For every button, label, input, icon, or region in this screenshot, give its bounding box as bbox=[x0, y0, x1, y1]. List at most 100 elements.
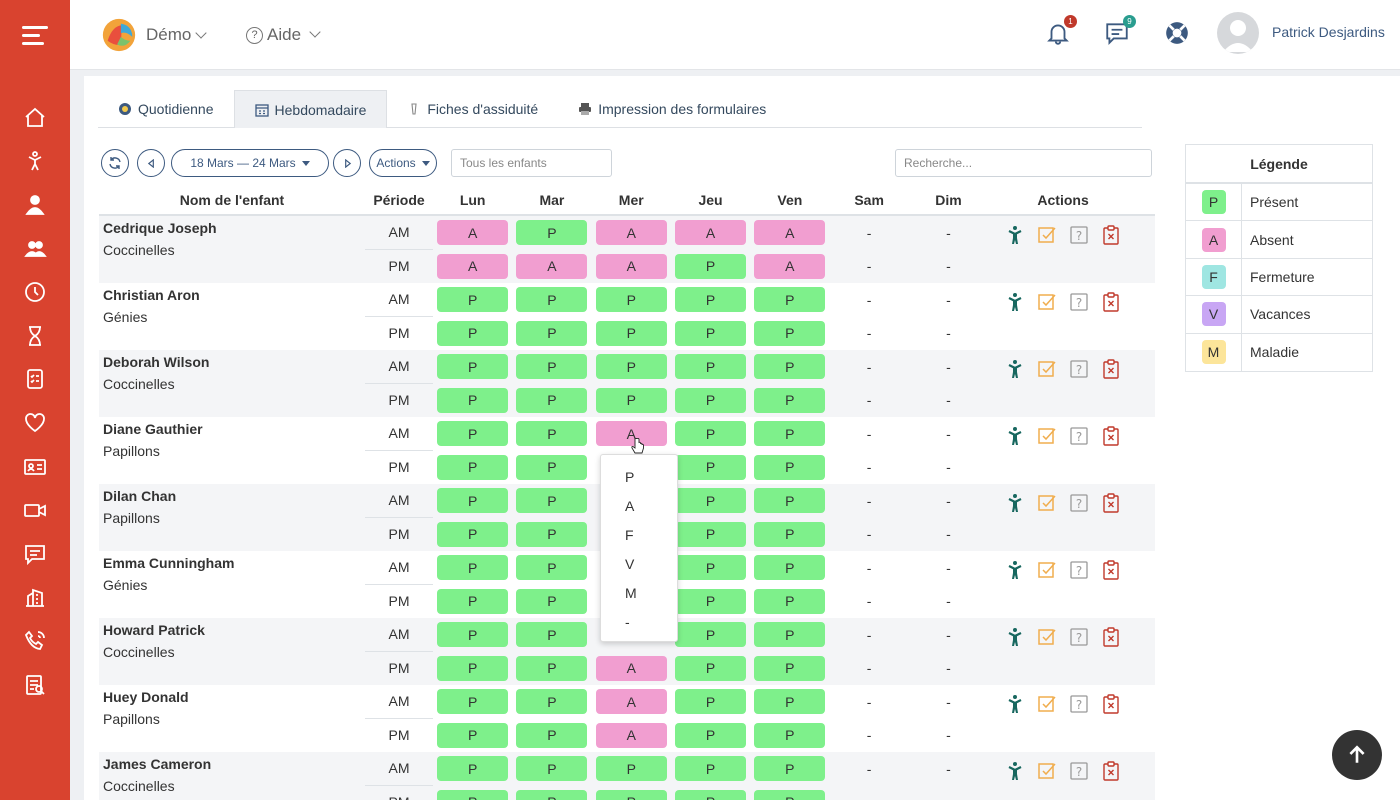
attendance-chip[interactable]: P bbox=[437, 521, 509, 547]
check-square-button[interactable] bbox=[1037, 627, 1057, 647]
attendance-chip[interactable]: P bbox=[754, 488, 826, 514]
attendance-chip[interactable]: P bbox=[437, 756, 509, 782]
attendance-chip[interactable]: P bbox=[675, 421, 747, 447]
child-name[interactable]: Deborah Wilson bbox=[103, 354, 210, 370]
question-square-button[interactable]: ? bbox=[1069, 359, 1089, 379]
attendance-chip[interactable]: P bbox=[595, 354, 667, 380]
check-square-button[interactable] bbox=[1037, 225, 1057, 245]
check-square-button[interactable] bbox=[1037, 359, 1057, 379]
children-filter[interactable]: Tous les enfants bbox=[451, 149, 612, 177]
attendance-chip[interactable]: A bbox=[437, 253, 509, 279]
attendance-chip[interactable]: P bbox=[675, 622, 747, 648]
sidebar-item-group[interactable] bbox=[0, 227, 70, 271]
attendance-chip[interactable]: P bbox=[437, 287, 509, 313]
sidebar-item-clock[interactable] bbox=[0, 270, 70, 314]
dropdown-option[interactable]: - bbox=[625, 613, 630, 630]
dropdown-option[interactable]: V bbox=[625, 555, 635, 572]
child-name[interactable]: Huey Donald bbox=[103, 689, 189, 705]
attendance-chip[interactable]: P bbox=[595, 387, 667, 413]
check-square-button[interactable] bbox=[1037, 694, 1057, 714]
clipboard-x-button[interactable] bbox=[1101, 292, 1121, 312]
check-square-button[interactable] bbox=[1037, 426, 1057, 446]
attendance-chip[interactable]: P bbox=[516, 220, 588, 246]
attendance-chip[interactable]: A bbox=[595, 722, 667, 748]
sidebar-item-building[interactable] bbox=[0, 576, 70, 620]
attendance-chip[interactable]: P bbox=[675, 722, 747, 748]
attendance-chip[interactable]: P bbox=[675, 588, 747, 614]
child-presence-button[interactable] bbox=[1005, 627, 1025, 647]
clipboard-x-button[interactable] bbox=[1101, 359, 1121, 379]
child-name[interactable]: Christian Aron bbox=[103, 287, 200, 303]
attendance-chip[interactable]: P bbox=[437, 421, 509, 447]
dropdown-option[interactable]: A bbox=[625, 497, 635, 514]
attendance-chip[interactable]: P bbox=[437, 789, 509, 800]
attendance-chip[interactable]: P bbox=[595, 287, 667, 313]
attendance-chip[interactable]: P bbox=[437, 588, 509, 614]
child-presence-button[interactable] bbox=[1005, 761, 1025, 781]
attendance-chip[interactable]: P bbox=[675, 756, 747, 782]
attendance-chip[interactable]: P bbox=[437, 387, 509, 413]
refresh-button[interactable] bbox=[101, 149, 129, 177]
support-button[interactable] bbox=[1164, 20, 1192, 48]
attendance-chip[interactable]: P bbox=[516, 756, 588, 782]
attendance-chip[interactable]: P bbox=[675, 789, 747, 800]
question-square-button[interactable]: ? bbox=[1069, 627, 1089, 647]
attendance-chip[interactable]: P bbox=[437, 320, 509, 346]
attendance-chip[interactable]: P bbox=[754, 387, 826, 413]
attendance-chip[interactable]: P bbox=[437, 454, 509, 480]
attendance-chip[interactable]: P bbox=[437, 555, 509, 581]
avatar[interactable] bbox=[1217, 12, 1259, 54]
attendance-chip[interactable]: P bbox=[754, 789, 826, 800]
messages-button[interactable]: 9 bbox=[1104, 15, 1136, 48]
attendance-chip[interactable]: P bbox=[516, 287, 588, 313]
check-square-button[interactable] bbox=[1037, 560, 1057, 580]
child-name[interactable]: Howard Patrick bbox=[103, 622, 205, 638]
attendance-chip[interactable]: A bbox=[595, 253, 667, 279]
dropdown-option[interactable]: M bbox=[625, 584, 637, 601]
check-square-button[interactable] bbox=[1037, 292, 1057, 312]
attendance-chip[interactable]: P bbox=[595, 789, 667, 800]
sidebar-item-chat[interactable] bbox=[0, 532, 70, 576]
question-square-button[interactable]: ? bbox=[1069, 560, 1089, 580]
question-square-button[interactable]: ? bbox=[1069, 493, 1089, 513]
attendance-chip[interactable]: P bbox=[437, 689, 509, 715]
sidebar-item-hourglass[interactable] bbox=[0, 314, 70, 358]
question-square-button[interactable]: ? bbox=[1069, 292, 1089, 312]
attendance-chip[interactable]: P bbox=[675, 521, 747, 547]
sidebar-item-heart[interactable] bbox=[0, 401, 70, 445]
child-name[interactable]: Emma Cunningham bbox=[103, 555, 235, 571]
attendance-chip[interactable]: P bbox=[595, 756, 667, 782]
attendance-chip[interactable]: P bbox=[754, 588, 826, 614]
attendance-chip[interactable]: A bbox=[675, 220, 747, 246]
search-input[interactable]: Recherche... bbox=[895, 149, 1152, 177]
attendance-chip[interactable]: P bbox=[516, 488, 588, 514]
question-square-button[interactable]: ? bbox=[1069, 761, 1089, 781]
attendance-chip[interactable]: P bbox=[516, 555, 588, 581]
tab-daily[interactable]: Quotidienne bbox=[98, 90, 234, 128]
check-square-button[interactable] bbox=[1037, 761, 1057, 781]
previous-week-button[interactable] bbox=[137, 149, 165, 177]
child-name[interactable]: James Cameron bbox=[103, 756, 212, 772]
attendance-chip[interactable]: P bbox=[516, 354, 588, 380]
child-name[interactable]: Diane Gauthier bbox=[103, 421, 203, 437]
child-presence-button[interactable] bbox=[1005, 694, 1025, 714]
attendance-chip[interactable]: P bbox=[675, 689, 747, 715]
attendance-chip[interactable]: P bbox=[675, 354, 747, 380]
attendance-chip[interactable]: P bbox=[437, 488, 509, 514]
attendance-chip[interactable]: P bbox=[516, 655, 588, 681]
child-presence-button[interactable] bbox=[1005, 426, 1025, 446]
attendance-chip[interactable]: A bbox=[754, 253, 826, 279]
attendance-chip[interactable]: P bbox=[437, 655, 509, 681]
attendance-chip[interactable]: P bbox=[675, 387, 747, 413]
child-presence-button[interactable] bbox=[1005, 292, 1025, 312]
attendance-chip[interactable]: A bbox=[595, 220, 667, 246]
check-square-button[interactable] bbox=[1037, 493, 1057, 513]
dropdown-option[interactable]: F bbox=[625, 526, 634, 543]
tab-weekly[interactable]: Hebdomadaire bbox=[233, 90, 388, 128]
scroll-to-top-button[interactable] bbox=[1332, 730, 1382, 780]
clipboard-x-button[interactable] bbox=[1101, 225, 1121, 245]
child-presence-button[interactable] bbox=[1005, 493, 1025, 513]
attendance-chip[interactable]: P bbox=[754, 555, 826, 581]
next-week-button[interactable] bbox=[333, 149, 361, 177]
attendance-chip[interactable]: P bbox=[516, 622, 588, 648]
